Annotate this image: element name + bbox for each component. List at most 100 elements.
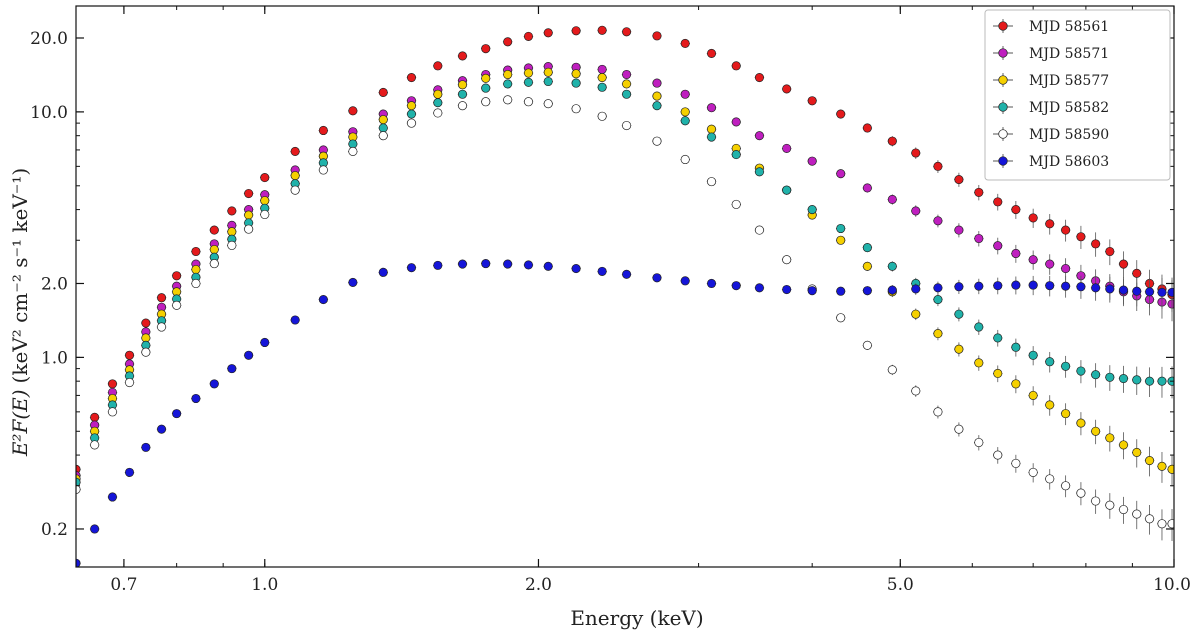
y-tick-label: 10.0 <box>30 103 68 123</box>
data-point <box>348 106 358 116</box>
data-point <box>290 185 300 195</box>
data-point <box>260 209 270 220</box>
data-point <box>90 440 100 450</box>
y-axis-label: E²F(E) (keV² cm⁻² s⁻¹ keV⁻¹) <box>8 168 32 457</box>
data-point <box>503 79 513 89</box>
data-point <box>1118 373 1129 384</box>
plot-frame <box>75 5 1175 568</box>
data-point <box>90 524 100 534</box>
data-point <box>1167 519 1174 529</box>
data-point <box>911 309 921 319</box>
data-point <box>862 243 872 253</box>
legend-marker <box>998 156 1008 166</box>
data-point <box>1061 264 1071 274</box>
data-point <box>433 61 443 71</box>
data-point <box>862 261 872 271</box>
data-point <box>782 284 792 295</box>
data-point <box>622 120 632 131</box>
data-point <box>954 424 964 434</box>
data-point <box>993 450 1003 460</box>
data-point <box>1011 458 1021 468</box>
y-tick-label: 20.0 <box>30 29 68 49</box>
data-point <box>1028 213 1038 223</box>
data-point <box>433 260 443 270</box>
data-point <box>191 393 201 404</box>
data-point <box>227 240 237 250</box>
data-point <box>348 277 358 287</box>
data-point <box>754 283 765 293</box>
data-point <box>622 269 632 279</box>
data-point <box>597 64 607 74</box>
data-point <box>706 278 717 289</box>
data-point <box>933 407 943 417</box>
series-layer <box>76 25 1174 567</box>
data-point <box>172 271 182 281</box>
data-point <box>406 109 417 119</box>
data-point <box>706 103 717 113</box>
x-tick-label: 2.0 <box>525 575 552 595</box>
data-point <box>1045 400 1055 410</box>
data-point <box>1061 481 1071 491</box>
data-point <box>782 143 792 153</box>
data-point <box>1028 467 1038 477</box>
data-point <box>378 123 388 133</box>
data-point <box>974 187 984 197</box>
data-point <box>141 442 151 452</box>
data-point <box>209 244 219 255</box>
data-point <box>481 44 491 54</box>
data-point <box>731 150 741 160</box>
data-point <box>911 386 921 396</box>
data-point <box>172 409 182 419</box>
data-point <box>836 109 846 119</box>
data-point <box>481 73 491 83</box>
data-point <box>1118 440 1129 450</box>
data-point <box>523 97 534 107</box>
data-point <box>652 78 662 88</box>
data-point <box>290 146 300 157</box>
data-point <box>974 281 984 291</box>
data-point <box>1076 282 1086 292</box>
data-point <box>157 293 167 303</box>
data-point <box>1145 376 1155 386</box>
data-point <box>836 169 846 179</box>
data-point <box>1157 519 1167 529</box>
data-point <box>1061 409 1071 419</box>
data-point <box>107 492 118 502</box>
data-point <box>290 315 300 325</box>
data-point <box>836 235 846 245</box>
data-point <box>1011 205 1021 215</box>
y-axis-label-main: E²F(E) <box>8 389 32 457</box>
data-point <box>974 358 984 368</box>
data-point <box>107 407 118 417</box>
data-point <box>227 364 237 374</box>
data-point <box>974 437 984 448</box>
data-point <box>954 282 964 292</box>
data-point <box>141 347 151 357</box>
data-point <box>836 223 846 234</box>
data-point <box>754 225 765 235</box>
data-point <box>993 333 1003 343</box>
legend-marker <box>998 129 1008 139</box>
data-point <box>1011 248 1021 259</box>
data-point <box>1091 496 1101 506</box>
data-point <box>1045 281 1055 291</box>
data-point <box>911 148 921 158</box>
data-point <box>571 104 581 114</box>
data-point <box>1091 283 1101 293</box>
data-point <box>378 87 388 98</box>
data-point <box>933 161 943 171</box>
data-point <box>680 116 690 126</box>
data-point <box>1132 509 1142 519</box>
legend-box <box>984 9 1171 181</box>
data-point <box>503 69 513 80</box>
data-point <box>433 98 443 108</box>
data-point <box>209 379 219 389</box>
legend-marker <box>998 21 1008 31</box>
data-point <box>782 84 792 94</box>
legend-label: MJD 58590 <box>1029 127 1109 143</box>
data-point <box>597 82 607 92</box>
series-5 <box>76 259 1174 567</box>
data-point <box>974 233 984 244</box>
data-point <box>954 309 964 319</box>
data-point <box>754 167 765 177</box>
